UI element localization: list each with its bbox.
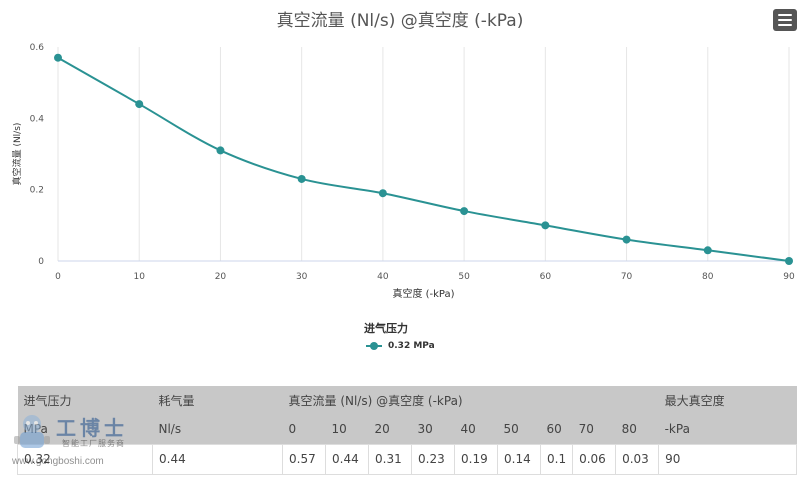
cell-flow: 0.19	[454, 443, 498, 475]
data-point	[378, 189, 387, 198]
data-point	[785, 257, 793, 265]
cell-consumption: 0.44	[152, 443, 283, 475]
menu-bar	[778, 14, 792, 16]
x-tick-label: 30	[296, 272, 308, 282]
legend-label: 0.32 MPa	[388, 341, 435, 351]
vacuum-level: 50	[497, 414, 541, 444]
cell-pressure: 0.32	[17, 443, 153, 475]
x-tick-label: 40	[377, 272, 389, 282]
cell-flow: 0.06	[572, 443, 617, 475]
series-line	[57, 56, 790, 262]
x-tick-label: 10	[133, 272, 145, 282]
vacuum-level: 40	[454, 414, 498, 444]
cell-flow: 0.31	[368, 443, 412, 475]
data-point	[135, 100, 144, 109]
line-chart: 0 10 20 30 40 50 60 70 80 90 0 0.2 0.4 0.6 真空度 (-kPa) 真…	[11, 43, 795, 300]
y-tick-label: 0.4	[30, 114, 45, 124]
data-table: 进气压力 耗气量 真空流量 (Nl/s) @真空度 (-kPa) 最大真空度 M…	[17, 386, 797, 475]
x-tick-label: 80	[702, 272, 714, 282]
chart-menu-button[interactable]	[773, 9, 797, 31]
data-point	[297, 174, 306, 183]
x-tick-label: 60	[540, 272, 552, 282]
cell-flow: 0.44	[325, 443, 369, 475]
header-max-vacuum: 最大真空度	[658, 386, 797, 414]
y-tick-label: 0.2	[30, 186, 44, 196]
cell-flow: 0.1	[539, 443, 574, 475]
cell-flow: 0.03	[615, 443, 660, 475]
menu-bar	[778, 19, 792, 21]
cell-max-vacuum: 90	[658, 443, 797, 475]
header-consumption: 耗气量	[152, 386, 283, 414]
x-tick-label: 50	[458, 272, 470, 282]
cell-flow: 0.23	[411, 443, 455, 475]
data-point	[541, 221, 550, 230]
vacuum-level: 80	[615, 414, 659, 444]
y-tick-label: 0.6	[30, 43, 45, 53]
data-point	[54, 53, 62, 62]
header-flow: 真空流量 (Nl/s) @真空度 (-kPa)	[282, 386, 659, 414]
cell-flow: 0.14	[497, 443, 541, 475]
header-pressure: 进气压力	[17, 386, 153, 414]
data-point	[216, 146, 225, 155]
table-header-row: 进气压力 耗气量 真空流量 (Nl/s) @真空度 (-kPa) 最大真空度	[17, 386, 797, 414]
x-axis-title: 真空度 (-kPa)	[392, 287, 454, 300]
vacuum-level: 20	[368, 414, 412, 444]
vacuum-level: 0	[282, 414, 326, 444]
vacuum-level: 60	[540, 414, 573, 444]
x-tick-label: 70	[621, 272, 633, 282]
x-tick-label: 90	[783, 272, 795, 282]
legend-swatch	[366, 340, 382, 352]
table-row: 0.32 0.44 0.57 0.44 0.31 0.23 0.19 0.14 …	[17, 443, 797, 475]
chart-title: 真空流量 (Nl/s) @真空度 (-kPa)	[276, 11, 524, 31]
unit-max-vacuum: -kPa	[658, 414, 797, 444]
legend-title: 进气压力	[364, 322, 408, 335]
unit-pressure: MPa	[17, 414, 153, 444]
y-axis-title: 真空流量 (Nl/s)	[11, 123, 23, 186]
x-tick-label: 0	[55, 272, 61, 282]
x-tick-label: 20	[215, 272, 227, 282]
vacuum-level: 30	[411, 414, 455, 444]
unit-consumption: Nl/s	[152, 414, 283, 444]
vacuum-level: 70	[572, 414, 616, 444]
data-point	[622, 235, 631, 244]
cell-flow: 0.57	[282, 443, 326, 475]
y-tick-label: 0	[38, 257, 44, 267]
data-point	[460, 207, 469, 216]
vacuum-level: 10	[325, 414, 369, 444]
data-point	[703, 246, 712, 255]
menu-bar	[778, 24, 792, 26]
table-unit-row: MPa Nl/s 0 10 20 30 40 50 60 70 80 -kPa	[17, 414, 797, 444]
legend-item[interactable]: 0.32 MPa	[366, 338, 435, 354]
